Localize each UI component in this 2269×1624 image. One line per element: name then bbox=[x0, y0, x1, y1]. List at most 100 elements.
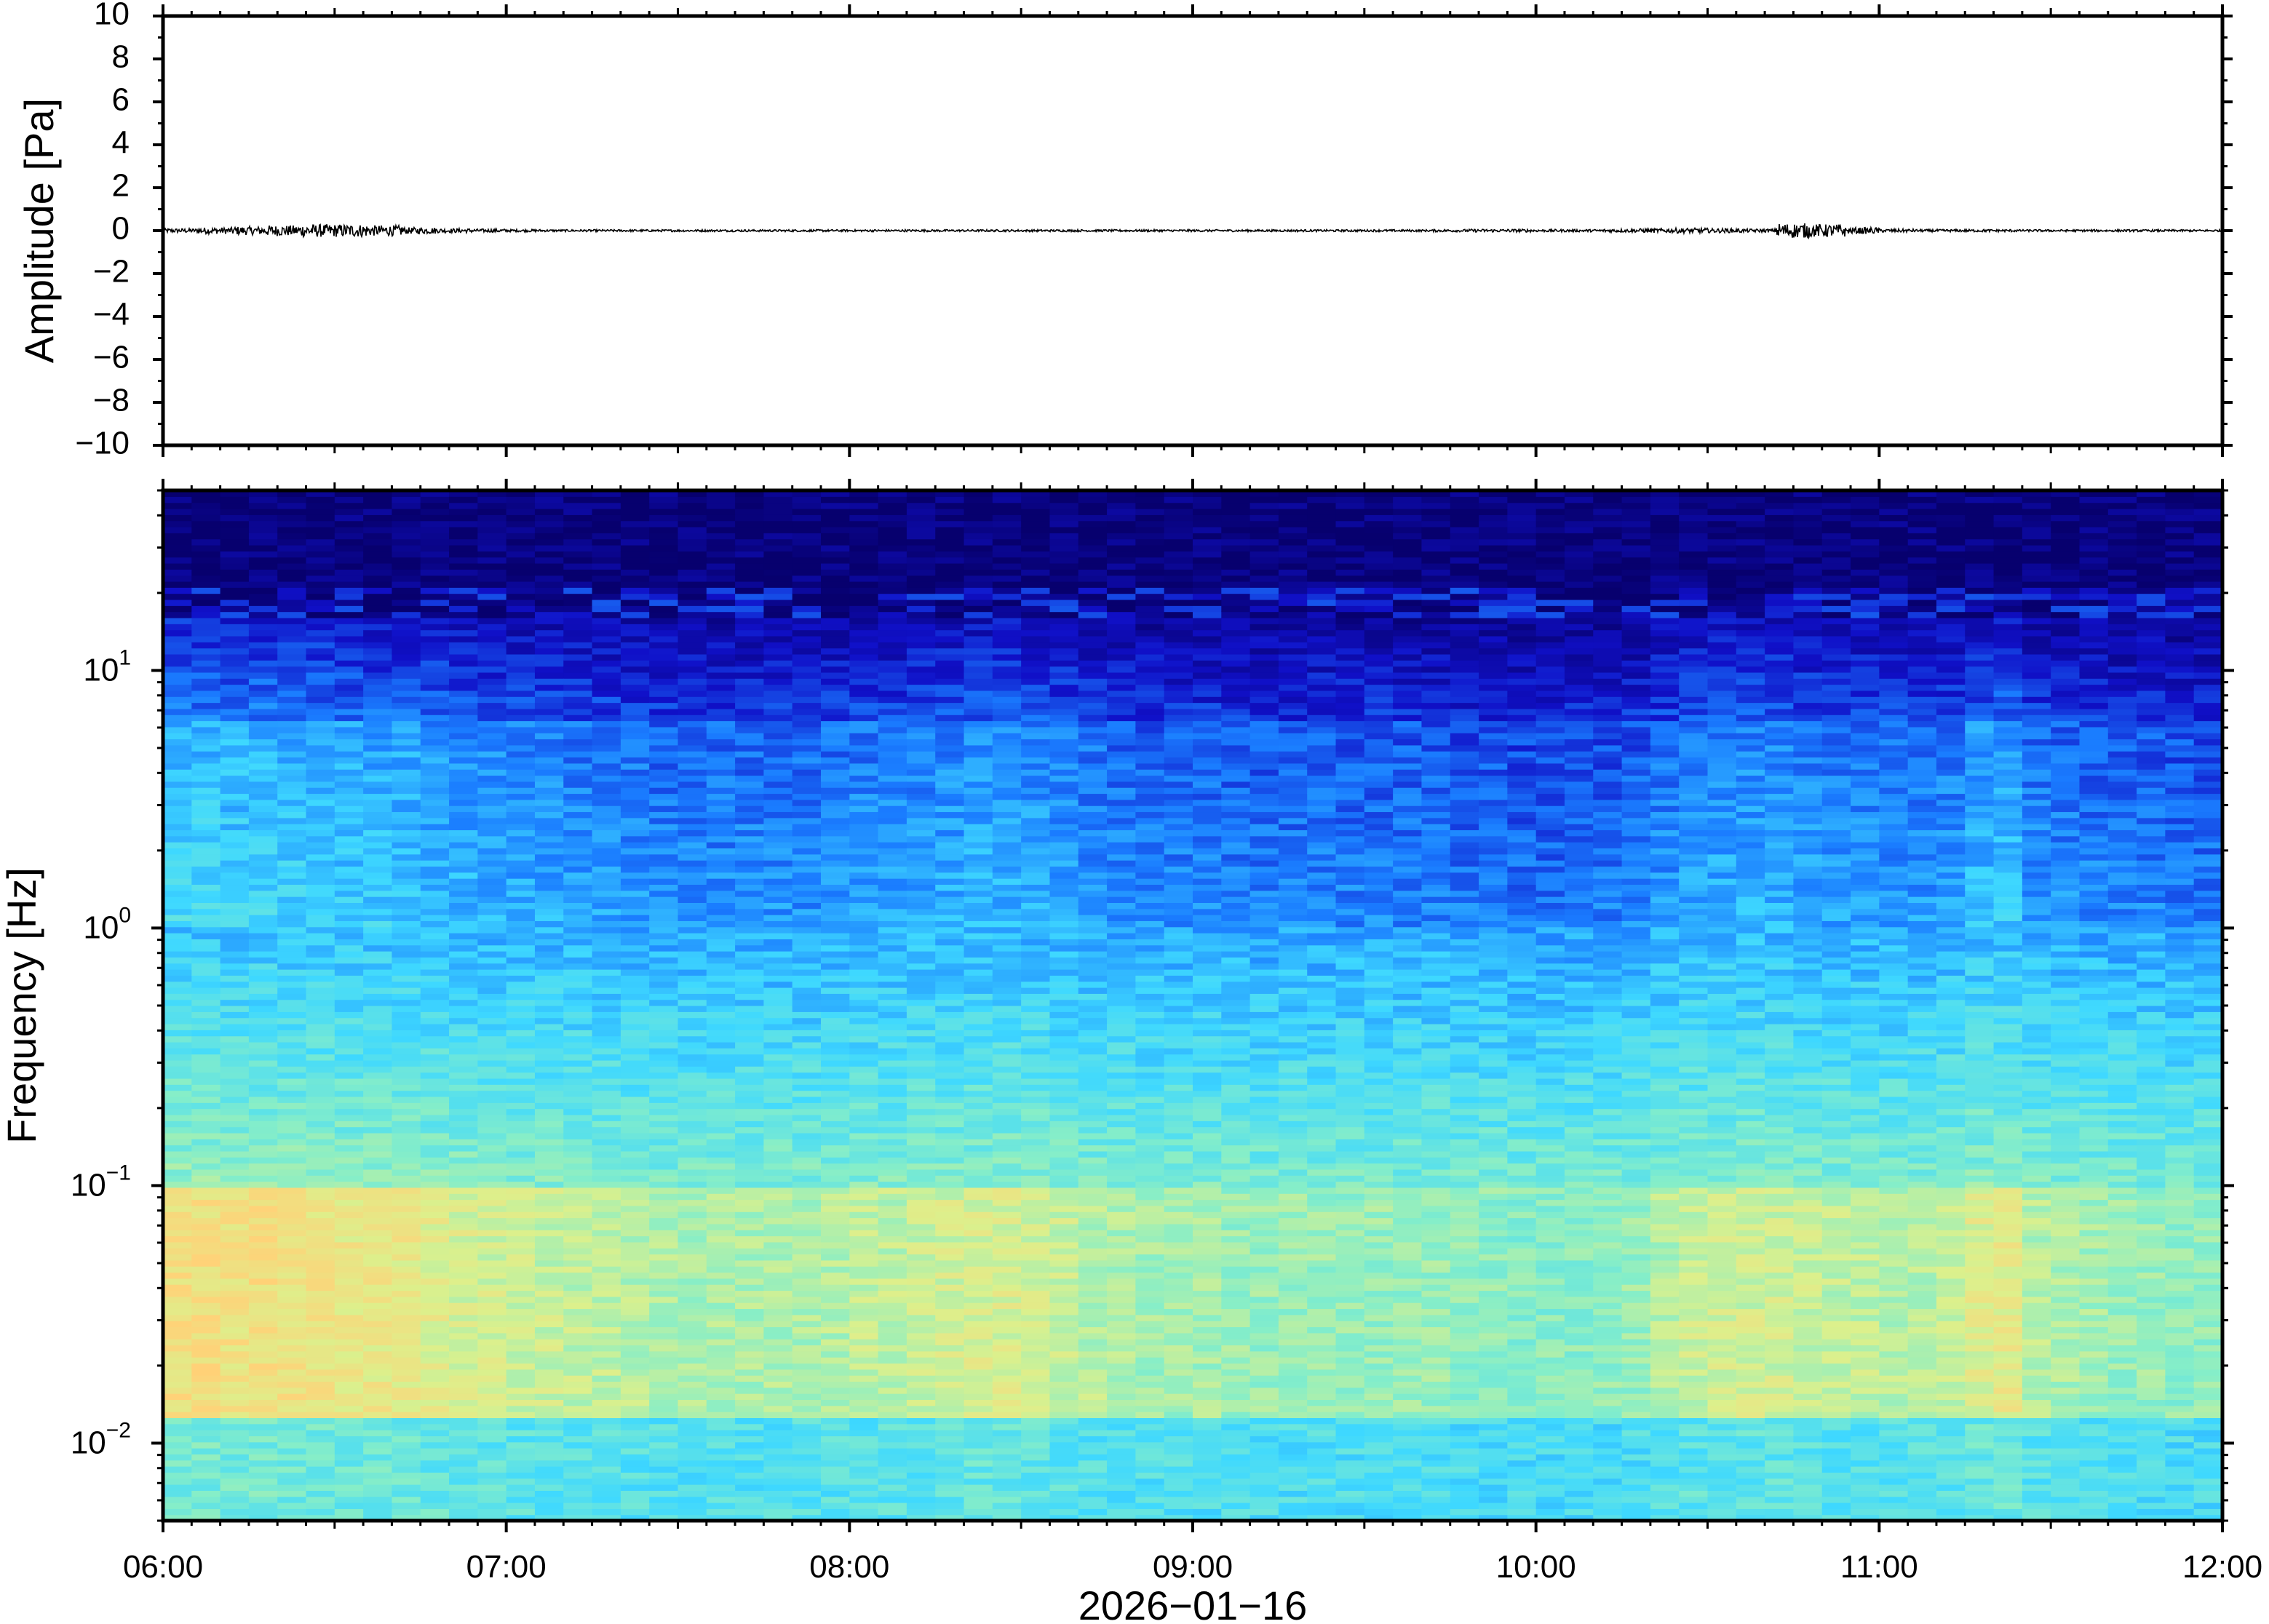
spectrogram-cell bbox=[792, 1006, 822, 1012]
spectrogram-cell bbox=[735, 624, 765, 631]
spectrogram-cell bbox=[935, 1011, 965, 1019]
spectrogram-cell bbox=[735, 787, 765, 795]
spectrogram-cell bbox=[306, 1254, 335, 1261]
spectrogram-cell bbox=[649, 1248, 679, 1255]
spectrogram-cell bbox=[706, 642, 736, 649]
spectrogram-cell bbox=[306, 775, 335, 782]
spectrogram-cell bbox=[506, 1157, 536, 1164]
spectrogram-cell bbox=[449, 902, 478, 909]
spectrogram-cell bbox=[592, 1102, 621, 1110]
spectrogram-cell bbox=[363, 915, 393, 921]
spectrogram-cell bbox=[935, 538, 965, 546]
spectrogram-cell bbox=[563, 1448, 593, 1454]
spectrogram-cell bbox=[477, 726, 507, 733]
spectrogram-cell bbox=[306, 1114, 335, 1121]
spectrogram-cell bbox=[163, 981, 192, 988]
spectrogram-cell bbox=[534, 726, 564, 733]
spectrogram-cell bbox=[963, 1430, 993, 1436]
spectrogram-cell bbox=[277, 496, 307, 503]
spectrogram-cell bbox=[334, 824, 364, 831]
spectrogram-cell bbox=[392, 1375, 421, 1382]
spectrogram-cell bbox=[906, 1460, 936, 1467]
spectrogram-cell bbox=[763, 1278, 793, 1285]
spectrogram-cell bbox=[620, 775, 650, 782]
spectrogram-cell bbox=[392, 835, 421, 843]
spectrogram-cell bbox=[935, 514, 965, 522]
spectrogram-cell bbox=[792, 872, 822, 879]
spectrogram-cell bbox=[792, 1108, 822, 1115]
spectrogram-cell bbox=[649, 678, 679, 685]
spectrogram-cell bbox=[449, 617, 478, 624]
spectrogram-cell bbox=[763, 1241, 793, 1249]
spectrogram-cell bbox=[420, 605, 450, 613]
spectrogram-cell bbox=[849, 1181, 879, 1188]
spectrogram-cell bbox=[477, 1436, 507, 1443]
spectrogram-cell bbox=[191, 678, 221, 685]
spectrogram-cell bbox=[935, 1175, 965, 1182]
spectrogram-cell bbox=[706, 1241, 736, 1249]
spectrogram-cell bbox=[477, 1023, 507, 1030]
spectrogram-cell bbox=[792, 611, 822, 618]
spectrogram-cell bbox=[849, 744, 879, 752]
spectrogram-cell bbox=[477, 696, 507, 704]
spectrogram-cell bbox=[477, 1102, 507, 1110]
spectrogram-cell bbox=[649, 1096, 679, 1103]
spectrogram-cell bbox=[592, 951, 621, 958]
spectrogram-cell bbox=[420, 999, 450, 1006]
spectrogram-cell bbox=[306, 1308, 335, 1315]
spectrogram-cell bbox=[620, 1290, 650, 1297]
spectrogram-cell bbox=[306, 514, 335, 522]
spectrogram-cell bbox=[906, 569, 936, 576]
spectrogram-cell bbox=[477, 611, 507, 618]
spectrogram-cell bbox=[363, 1150, 393, 1158]
spectrogram-cell bbox=[821, 853, 850, 861]
spectrogram-cell bbox=[248, 1011, 278, 1019]
spectrogram-cell bbox=[506, 1035, 536, 1043]
spectrogram-cell bbox=[677, 702, 707, 709]
spectrogram-cell bbox=[649, 708, 679, 715]
spectrogram-cell bbox=[878, 1466, 907, 1473]
spectrogram-cell bbox=[392, 1199, 421, 1206]
spectrogram-cell bbox=[763, 1448, 793, 1454]
spectrogram-cell bbox=[677, 1272, 707, 1279]
spectrogram-cell bbox=[248, 1369, 278, 1376]
spectrogram-cell bbox=[477, 624, 507, 631]
spectrogram-cell bbox=[906, 1321, 936, 1328]
spectrogram-cell bbox=[392, 829, 421, 837]
spectrogram-cell bbox=[277, 702, 307, 709]
spectrogram-cell bbox=[620, 1199, 650, 1206]
spectrogram-cell bbox=[449, 1199, 478, 1206]
spectrogram-cell bbox=[277, 1430, 307, 1436]
spectrogram-cell bbox=[277, 824, 307, 831]
spectrogram-cell bbox=[277, 587, 307, 594]
spectrogram-cell bbox=[506, 672, 536, 679]
spectrogram-cell bbox=[735, 1290, 765, 1297]
spectrogram-cell bbox=[534, 751, 564, 758]
spectrogram-cell bbox=[334, 1496, 364, 1503]
spectrogram-cell bbox=[821, 999, 850, 1006]
spectrogram-cell bbox=[420, 1308, 450, 1315]
spectrogram-cell bbox=[163, 1314, 192, 1321]
spectrogram-cell bbox=[792, 678, 822, 685]
spectrogram-cell bbox=[220, 1393, 250, 1401]
spectrogram-cell bbox=[220, 1132, 250, 1139]
waveform-y-tick-label: 0 bbox=[112, 211, 130, 247]
spectrogram-cell bbox=[963, 1448, 993, 1454]
spectrogram-cell bbox=[906, 1084, 936, 1091]
spectrogram-cell bbox=[906, 1096, 936, 1103]
spectrogram-cell bbox=[935, 1339, 965, 1346]
spectrogram-cell bbox=[363, 1393, 393, 1401]
spectrogram-cell bbox=[163, 1145, 192, 1152]
spectrogram-cell bbox=[792, 835, 822, 843]
spectrogram-cell bbox=[906, 1175, 936, 1182]
spectrogram-cell bbox=[763, 624, 793, 631]
spectrogram-cell bbox=[248, 1121, 278, 1128]
spectrogram-cell bbox=[363, 920, 393, 928]
spectrogram-cell bbox=[534, 829, 564, 837]
spectrogram-cell bbox=[163, 575, 192, 582]
spectrogram-cell bbox=[849, 853, 879, 861]
spectrogram-cell bbox=[935, 660, 965, 667]
spectrogram-cell bbox=[963, 1441, 993, 1449]
spectrogram-cell bbox=[534, 817, 564, 824]
spectrogram-cell bbox=[363, 908, 393, 915]
